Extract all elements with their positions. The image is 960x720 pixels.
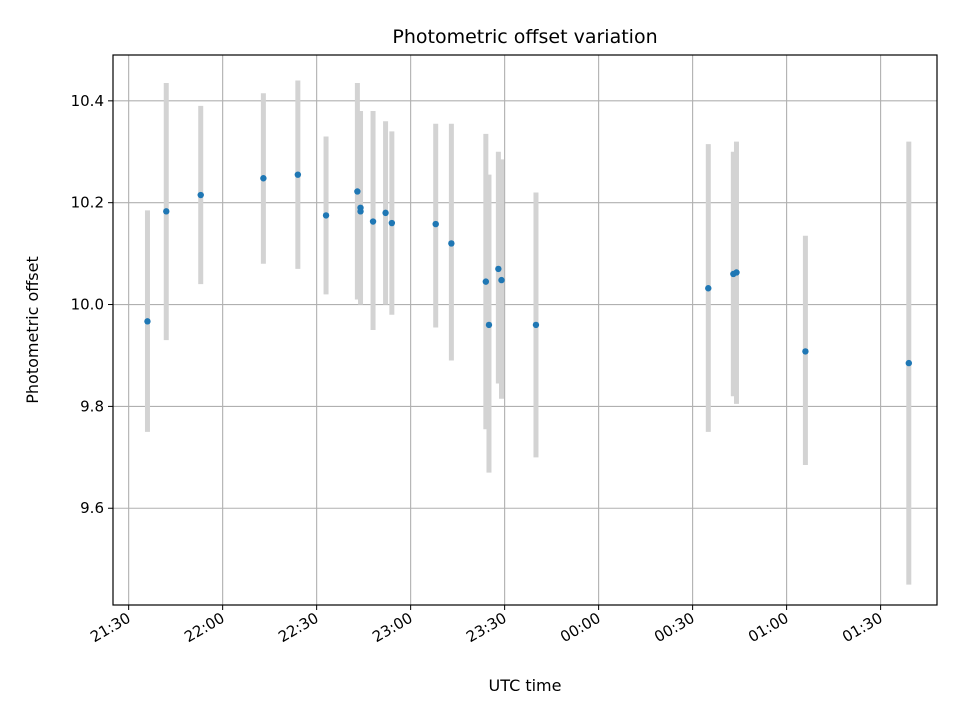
x-axis-label: UTC time [489, 676, 562, 695]
data-point [354, 188, 361, 195]
y-tick-label: 10.0 [71, 296, 104, 314]
data-point [357, 208, 364, 215]
y-axis-label: Photometric offset [23, 256, 42, 404]
data-point [498, 276, 505, 284]
grid-lines [113, 55, 937, 605]
data-points [144, 171, 913, 367]
data-point [532, 321, 540, 329]
data-point [197, 191, 204, 199]
data-point [432, 220, 439, 228]
data-point [388, 219, 396, 227]
data-point [260, 175, 267, 182]
plot-frame [112, 54, 938, 606]
y-tick-label: 10.4 [71, 92, 104, 110]
data-point [322, 212, 330, 219]
data-point [495, 265, 502, 273]
data-point [485, 321, 493, 329]
data-point [905, 359, 913, 367]
data-point [802, 348, 809, 355]
data-point [369, 218, 377, 225]
data-point [705, 285, 712, 292]
y-tick-label: 9.8 [80, 397, 104, 415]
chart-title: Photometric offset variation [392, 26, 657, 48]
data-point [294, 171, 302, 178]
y-tick-label: 9.6 [80, 499, 104, 517]
data-point [733, 269, 740, 276]
data-point [144, 318, 151, 325]
y-tick-label: 10.2 [71, 194, 104, 212]
data-point [448, 240, 455, 247]
data-point [163, 208, 170, 215]
data-point [382, 209, 389, 217]
data-point [482, 278, 490, 285]
